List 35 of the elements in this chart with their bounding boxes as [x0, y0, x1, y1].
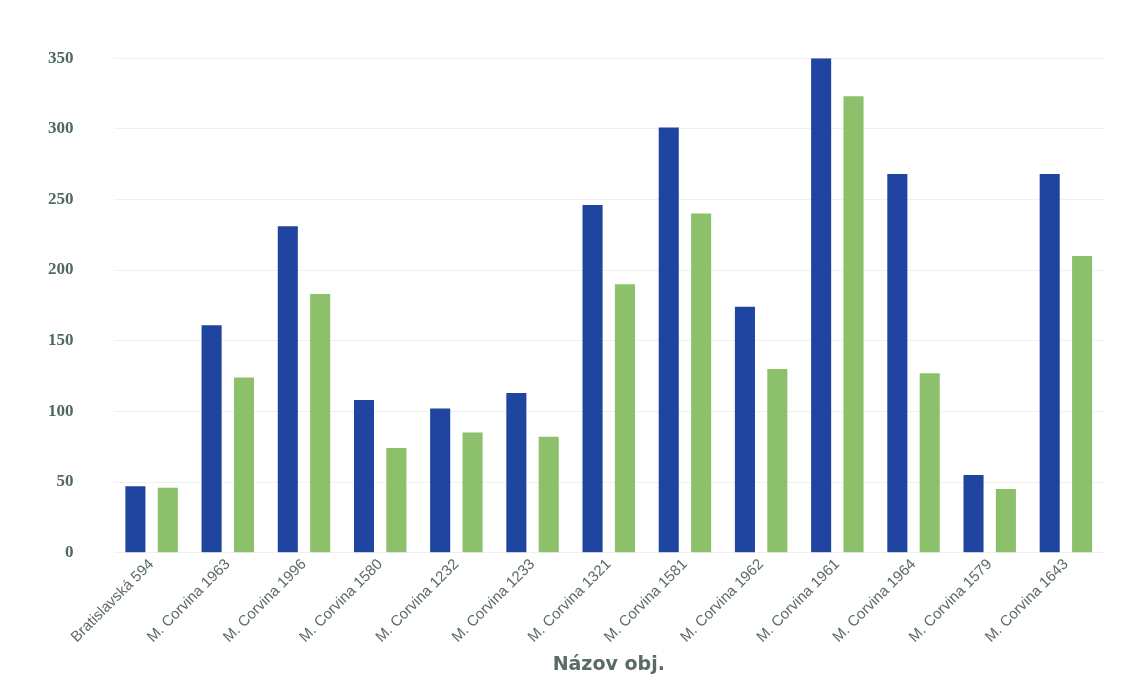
bar	[658, 127, 679, 553]
y-tick-label: 150	[48, 330, 74, 350]
bar	[462, 432, 483, 553]
bar	[233, 377, 255, 553]
bar	[430, 408, 451, 553]
bar	[767, 369, 788, 553]
bar	[919, 373, 940, 553]
y-tick-label: 350	[48, 47, 74, 67]
bar	[125, 486, 146, 553]
bar	[614, 284, 635, 553]
y-tick-label: 200	[48, 259, 74, 279]
x-axis-title: Názov obj.	[552, 651, 665, 674]
bar	[691, 213, 712, 553]
bar	[157, 487, 178, 553]
bar	[506, 393, 527, 553]
y-tick-label: 300	[48, 118, 74, 138]
bar	[887, 174, 908, 553]
bar	[995, 489, 1016, 553]
bar	[1039, 174, 1060, 553]
bar	[843, 96, 864, 553]
bar	[353, 400, 375, 553]
y-tick-label: 50	[56, 471, 74, 491]
y-tick-label: 250	[48, 188, 74, 208]
bar	[310, 294, 331, 553]
y-tick-label: 100	[48, 400, 74, 420]
bar	[963, 474, 984, 553]
bar	[386, 448, 407, 553]
bar	[582, 205, 603, 553]
bar	[277, 226, 298, 553]
y-tick-label: 0	[65, 542, 74, 562]
bar	[538, 436, 559, 553]
bar	[734, 306, 755, 553]
bar	[1072, 255, 1093, 553]
bar	[811, 58, 832, 553]
bar	[201, 325, 222, 553]
